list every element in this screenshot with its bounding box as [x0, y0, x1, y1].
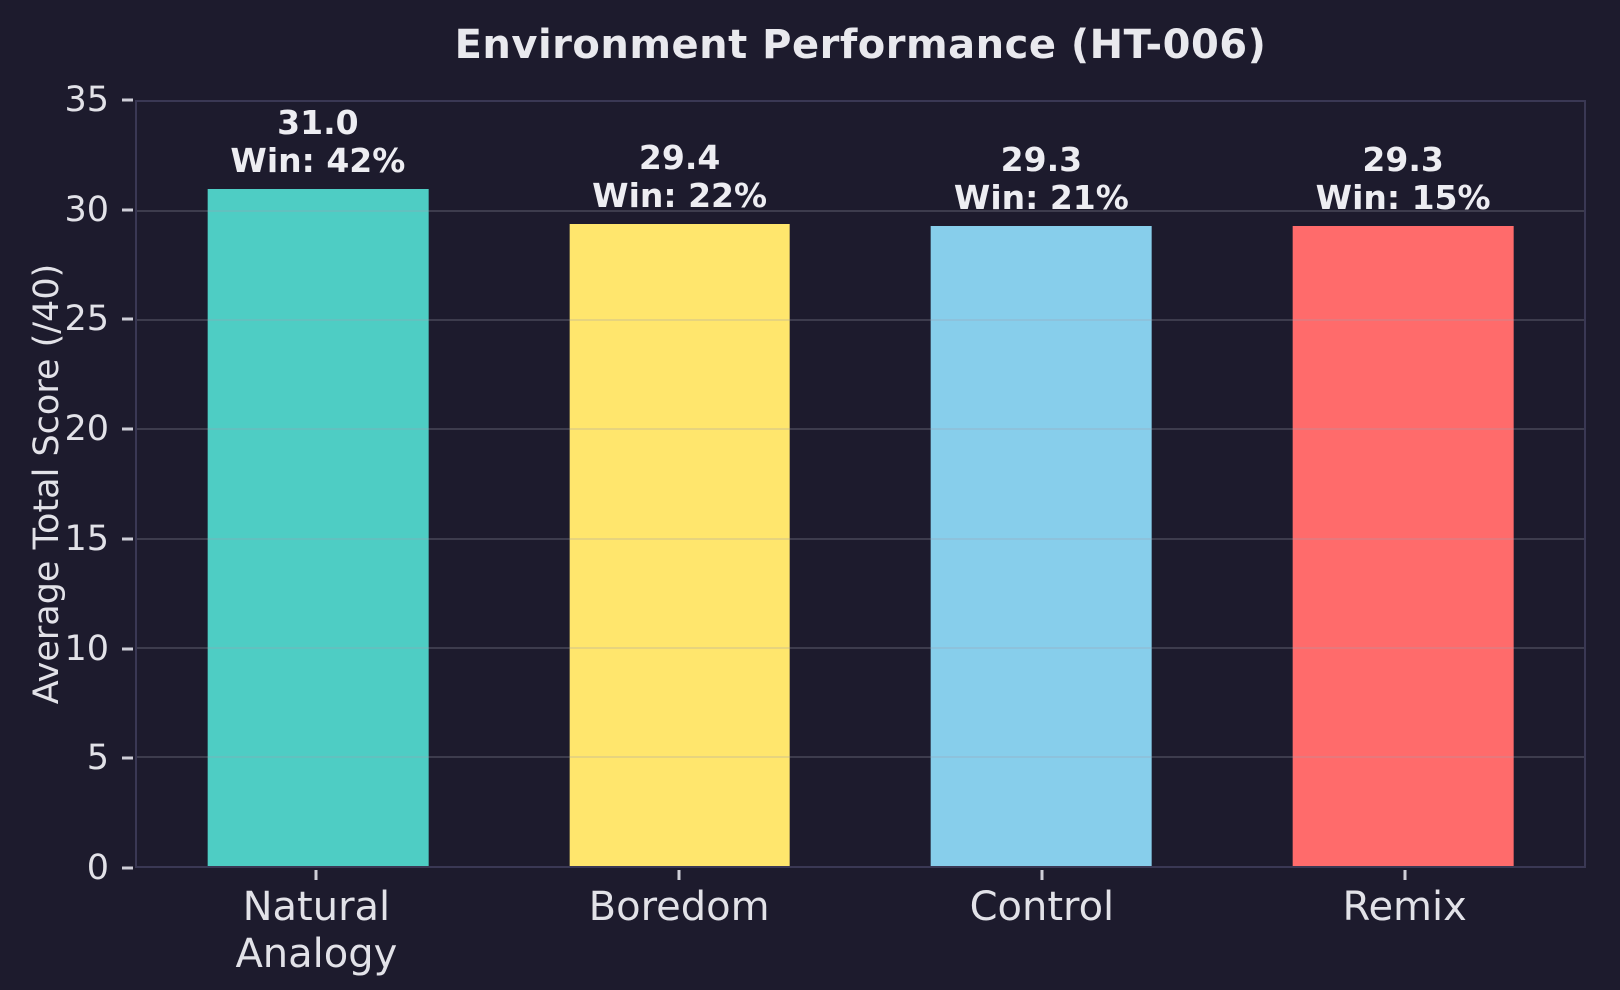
x-tick-mark: [1040, 870, 1044, 880]
y-tick-label: 10: [64, 628, 109, 669]
y-tick-mark: [122, 317, 133, 321]
y-tick-mark: [122, 647, 133, 651]
chart-title: Environment Performance (HT-006): [454, 22, 1267, 68]
x-tick-mark: [677, 870, 681, 880]
y-tick-label: 25: [64, 299, 109, 340]
x-tick-label-control: Control: [969, 884, 1115, 930]
y-tick-label: 0: [86, 848, 109, 888]
grid-line: [137, 319, 1584, 322]
bar-annotation-control: 29.3 Win: 21%: [953, 140, 1129, 217]
y-tick-mark: [122, 427, 133, 431]
grid-line: [137, 210, 1584, 213]
grid-line: [137, 537, 1584, 540]
bar-control: [931, 226, 1152, 866]
bar-annotation-remix: 29.3 Win: 15%: [1315, 140, 1491, 217]
bar-natural-analogy: [207, 189, 429, 866]
bar-annotation-natural-analogy: 31.0 Win: 42%: [230, 103, 406, 180]
grid-line: [137, 755, 1584, 758]
bar-remix: [1292, 226, 1514, 866]
y-tick-mark: [122, 98, 133, 102]
grid-line: [137, 646, 1584, 649]
y-tick-label: 15: [64, 518, 109, 559]
plot-area: 31.0 Win: 42% 29.4 Win: 22% 29.3 Win: 21% 2…: [135, 100, 1586, 868]
x-tick-mark: [314, 870, 318, 880]
x-tick-label-remix: Remix: [1342, 884, 1467, 930]
y-tick-label: 30: [64, 189, 109, 230]
y-axis-tick-gutter: 0 5 10 15 20 25 30 35: [0, 80, 135, 888]
x-axis-label-row: Natural Analogy Boredom Control Remix: [135, 868, 1586, 990]
y-tick-label: 5: [86, 738, 109, 779]
bar-annotation-boredom: 29.4 Win: 22%: [592, 138, 768, 215]
x-tick-label-boredom: Boredom: [588, 884, 770, 930]
y-tick-mark: [122, 866, 133, 870]
bar-boredom: [569, 224, 790, 866]
y-tick-mark: [122, 208, 133, 212]
x-tick-label-natural-analogy: Natural Analogy: [235, 884, 398, 978]
x-tick-mark: [1403, 870, 1407, 880]
y-tick-label: 20: [64, 409, 109, 450]
y-tick-label: 35: [64, 80, 109, 120]
grid-line: [137, 428, 1584, 431]
y-tick-mark: [122, 537, 133, 541]
y-tick-mark: [122, 756, 133, 760]
